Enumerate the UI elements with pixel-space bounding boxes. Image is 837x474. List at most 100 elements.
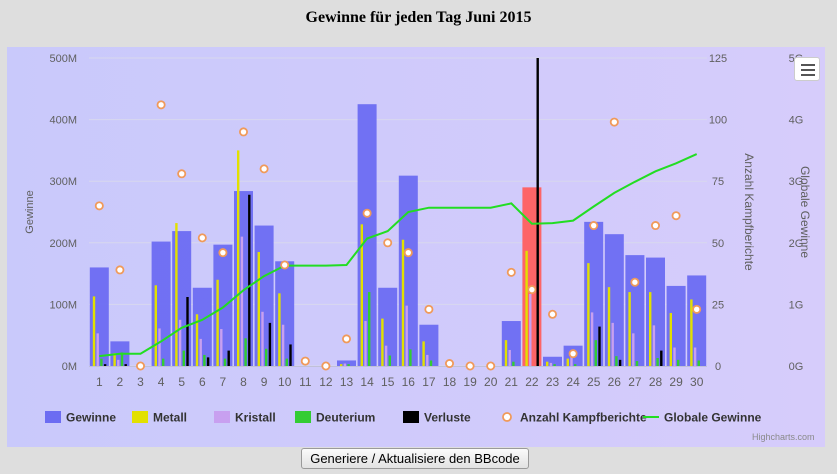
x-axis-label: 17 xyxy=(422,375,436,389)
generate-bbcode-button[interactable]: Generiere / Aktualisiere den BBcode xyxy=(301,448,529,469)
left-axis-tick-label: 0M xyxy=(62,361,77,373)
line-globale-gewinne xyxy=(99,153,698,358)
hamburger-menu-icon[interactable] xyxy=(794,57,820,81)
bar-kristall xyxy=(178,319,182,366)
bar-deuterium xyxy=(512,361,515,366)
bar-gewinne xyxy=(666,285,686,366)
bar-verluste xyxy=(103,364,107,366)
bar-metall xyxy=(381,318,384,366)
bar-metall xyxy=(546,361,549,366)
bar-metall xyxy=(422,341,425,366)
bar-metall xyxy=(216,279,219,366)
left-axis-tick-label: 100M xyxy=(49,299,77,311)
legend-item-label: Verluste xyxy=(424,411,471,425)
left-axis-tick-label: 300M xyxy=(49,176,77,188)
right-axis-1-tick-label: 50 xyxy=(712,238,724,250)
point-kampfberichte xyxy=(135,361,145,371)
bar-metall xyxy=(237,150,240,366)
bar-metall xyxy=(195,314,199,366)
x-axis-label: 3 xyxy=(137,375,144,389)
point-kampfberichte xyxy=(115,265,125,275)
legend-item-label: Deuterium xyxy=(316,411,375,425)
point-kampfberichte xyxy=(671,211,681,221)
left-axis-tick-label: 400M xyxy=(49,115,77,127)
bar-kristall xyxy=(570,354,573,366)
bar-deuterium xyxy=(347,364,350,366)
bar-verluste xyxy=(618,359,622,366)
x-axis-label: 13 xyxy=(340,375,354,389)
bar-deuterium xyxy=(120,352,124,366)
bar-verluste xyxy=(248,194,251,366)
bar-deuterium xyxy=(615,356,618,366)
x-axis-label: 15 xyxy=(381,375,395,389)
point-kampfberichte xyxy=(465,361,475,371)
point-kampfberichte xyxy=(403,248,413,258)
right-axis-1-tick-label: 125 xyxy=(709,53,727,65)
bar-deuterium xyxy=(244,338,247,366)
x-axis-label: 26 xyxy=(608,375,622,389)
bar-kristall xyxy=(117,359,120,366)
bar-metall xyxy=(92,296,96,366)
x-axis-label: 29 xyxy=(669,375,683,389)
bar-kristall xyxy=(590,312,594,366)
bar-gewinne xyxy=(151,241,171,366)
bar-metall xyxy=(690,299,693,366)
point-kampfberichte xyxy=(548,309,558,319)
point-kampfberichte xyxy=(589,221,599,231)
bar-metall xyxy=(566,358,569,366)
legend-symbol xyxy=(45,411,61,423)
right-axis-2-tick-label: 3G xyxy=(789,176,804,188)
x-axis-label: 30 xyxy=(690,375,704,389)
bar-metall xyxy=(175,223,178,366)
right-axis-1-tick-label: 0 xyxy=(715,361,721,373)
bar-metall xyxy=(649,292,652,366)
legend-symbol xyxy=(295,411,311,423)
bar-kristall xyxy=(220,329,223,366)
bar-gewinne xyxy=(89,267,109,366)
bar-verluste xyxy=(268,322,272,366)
right-axis-2-title: Globale Gewinne xyxy=(798,166,812,258)
point-kampfberichte xyxy=(609,117,619,127)
bar-kristall xyxy=(96,333,99,366)
bar-kristall xyxy=(426,354,429,366)
point-kampfberichte xyxy=(692,304,702,314)
bar-verluste xyxy=(660,350,663,366)
x-axis-label: 9 xyxy=(261,375,268,389)
bar-deuterium xyxy=(656,357,659,366)
bar-deuterium xyxy=(409,349,412,366)
bar-kristall xyxy=(632,333,635,366)
bar-gewinne xyxy=(378,287,398,366)
right-axis-1-title: Anzahl Kampfberichte xyxy=(742,153,756,271)
right-axis-2-tick-label: 1G xyxy=(789,299,804,311)
x-axis-label: 5 xyxy=(178,375,185,389)
highcharts-credit[interactable]: Highcharts.com xyxy=(752,432,815,442)
left-axis-tick-label: 200M xyxy=(49,238,77,250)
x-axis-label: 25 xyxy=(587,375,601,389)
point-kampfberichte xyxy=(424,304,434,314)
point-kampfberichte xyxy=(444,359,454,369)
bar-metall xyxy=(257,252,260,366)
point-kampfberichte xyxy=(238,127,248,137)
point-kampfberichte xyxy=(321,361,331,371)
bar-deuterium xyxy=(285,358,288,366)
x-axis-label: 10 xyxy=(278,375,292,389)
bar-deuterium xyxy=(162,358,165,366)
chart-svg: 0M100M200M300M400M500M02550751001250G1G2… xyxy=(24,53,812,425)
bar-deuterium xyxy=(574,364,577,366)
right-axis-1-tick-label: 75 xyxy=(712,176,724,188)
legend-symbol xyxy=(214,411,230,423)
legend-item-label: Metall xyxy=(153,411,187,425)
bar-kristall xyxy=(405,305,408,366)
bar-metall xyxy=(504,340,508,366)
right-axis-1-tick-label: 25 xyxy=(712,299,724,311)
bar-metall xyxy=(360,224,363,366)
point-kampfberichte xyxy=(362,208,372,218)
legend-symbol xyxy=(403,411,419,423)
x-axis-label: 4 xyxy=(158,375,165,389)
bar-verluste xyxy=(206,357,210,366)
point-kampfberichte xyxy=(156,100,166,110)
bar-verluste xyxy=(598,326,601,366)
bar-kristall xyxy=(529,293,532,366)
x-axis-label: 21 xyxy=(505,375,519,389)
x-axis-label: 18 xyxy=(443,375,457,389)
